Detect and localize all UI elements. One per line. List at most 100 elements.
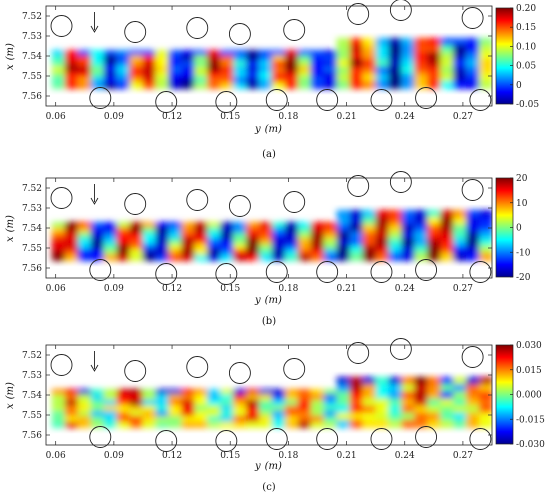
- field-cell: [116, 243, 131, 251]
- field-cell: [64, 399, 79, 407]
- field-cell: [181, 399, 196, 407]
- colorbar-tick-label: -0.05: [516, 100, 539, 110]
- field-cell: [142, 410, 157, 418]
- field-cell: [90, 227, 105, 234]
- field-cell: [453, 231, 468, 240]
- field-cell: [414, 38, 429, 47]
- field-cell: [466, 224, 481, 233]
- field-cell: [375, 52, 390, 61]
- colorbar-tick-label: 0.030: [516, 341, 542, 351]
- field-cell: [51, 416, 66, 423]
- field-cell: [284, 66, 299, 73]
- cylinder-outline: [124, 21, 147, 43]
- field-cell: [362, 398, 377, 407]
- field-cell: [258, 394, 273, 401]
- field-cell: [220, 71, 235, 79]
- field-cell: [246, 77, 260, 84]
- field-cell: [310, 82, 325, 89]
- field-cell: [375, 80, 390, 89]
- field-cell: [453, 412, 468, 421]
- field-cell: [103, 82, 118, 89]
- field-cell: [440, 412, 455, 421]
- field-cell: [323, 66, 338, 73]
- field-cell: [284, 254, 299, 261]
- field-cell: [220, 399, 235, 407]
- field-cell: [453, 217, 468, 226]
- field-cell: [64, 227, 79, 234]
- field-cell: [207, 232, 222, 240]
- colorbar-tick-label: 0.20: [516, 4, 536, 14]
- field-cell: [427, 217, 442, 226]
- field-cell: [64, 222, 79, 229]
- field-cell: [414, 217, 429, 226]
- field-cell: [181, 421, 196, 428]
- cylinder-outline: [124, 193, 147, 215]
- field-cell: [427, 384, 442, 393]
- field-cell: [388, 405, 403, 414]
- field-cell: [90, 71, 105, 79]
- field-cell: [246, 410, 260, 418]
- x-tick-label: 0.15: [220, 451, 240, 461]
- cylinder-outline: [389, 338, 412, 360]
- field-cell: [427, 45, 442, 54]
- field-cell: [453, 59, 468, 68]
- field-cell: [64, 77, 79, 84]
- field-cell: [336, 252, 351, 261]
- colorbar-tick-label: 20: [516, 174, 528, 184]
- field-cell: [466, 210, 481, 219]
- field-cell: [207, 238, 222, 245]
- field-cell: [233, 405, 248, 412]
- field-cell: [168, 232, 183, 240]
- cylinder-outline: [215, 263, 238, 285]
- field-cell: [297, 399, 312, 407]
- field-cell: [181, 232, 196, 240]
- panel-label: (a): [262, 149, 276, 160]
- field-cell: [271, 222, 286, 229]
- field-cell: [181, 71, 196, 79]
- x-tick-label: 0.12: [162, 451, 182, 461]
- field-cell: [233, 394, 248, 401]
- field-cell: [220, 238, 235, 245]
- field-cell: [453, 38, 468, 47]
- field-cell: [362, 59, 377, 68]
- field-cell: [77, 394, 92, 401]
- field-cell: [51, 421, 66, 428]
- field-cell: [453, 377, 468, 386]
- field-cell: [220, 60, 235, 68]
- field-cell: [401, 245, 416, 254]
- field-cell: [336, 391, 351, 400]
- field-cell: [336, 73, 351, 82]
- field-cell: [64, 238, 79, 245]
- field-cell: [233, 389, 248, 396]
- field-cell: [258, 82, 273, 89]
- field-cell: [323, 243, 338, 251]
- field-cell: [479, 80, 492, 89]
- field-cell: [388, 210, 403, 219]
- field-cell: [103, 416, 118, 423]
- field-cell: [271, 55, 286, 62]
- field-cell: [479, 73, 492, 82]
- x-tick-label: 0.24: [395, 112, 415, 122]
- field-cell: [129, 389, 144, 396]
- field-cell: [194, 238, 209, 245]
- field-cell: [271, 60, 286, 68]
- cylinder-outline: [347, 3, 370, 25]
- field-cell: [116, 60, 131, 68]
- field-cell: [388, 419, 403, 428]
- field-cell: [155, 405, 170, 412]
- field-cell: [258, 405, 273, 412]
- field-cell: [453, 66, 468, 75]
- field-cell: [401, 66, 416, 75]
- field-cell: [427, 210, 442, 219]
- field-cell: [427, 66, 442, 75]
- x-tick-label: 0.06: [46, 284, 66, 294]
- field-cell: [181, 55, 196, 62]
- field-cell: [440, 66, 455, 75]
- field-cell: [207, 249, 222, 256]
- field-cell: [77, 249, 92, 256]
- field-cell: [220, 405, 235, 412]
- field-cell: [362, 412, 377, 421]
- field-cell: [375, 66, 390, 75]
- field-cell: [103, 55, 118, 62]
